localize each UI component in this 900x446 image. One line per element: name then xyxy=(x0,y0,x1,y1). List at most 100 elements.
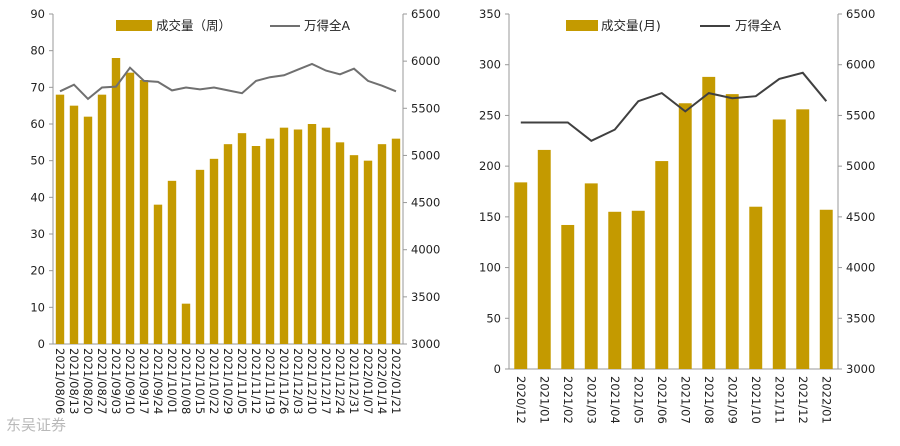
volume-bar xyxy=(584,183,598,369)
x-axis-tick-label: 2021/09/17 xyxy=(137,348,151,414)
right-axis-tick-label: 5500 xyxy=(411,101,440,115)
volume-bar xyxy=(377,144,387,344)
x-axis-tick-label: 2021/12/17 xyxy=(319,348,333,414)
right-axis-tick-label: 5000 xyxy=(846,159,875,173)
volume-bar xyxy=(237,133,247,344)
volume-bar xyxy=(69,105,79,345)
x-axis-tick-label: 2021/10/01 xyxy=(165,348,179,414)
left-axis-tick-label: 100 xyxy=(479,261,501,275)
right-axis-tick-label: 4000 xyxy=(846,261,875,275)
x-axis-tick-label: 2022/01/14 xyxy=(375,348,389,414)
left-axis-tick-label: 250 xyxy=(479,108,501,122)
left-axis-tick-label: 10 xyxy=(30,300,45,314)
x-axis-tick-label: 2021/08/20 xyxy=(81,348,95,414)
x-axis-tick-label: 2021/08/13 xyxy=(67,348,81,414)
volume-bar xyxy=(391,138,401,344)
x-axis-tick-label: 2021/11/05 xyxy=(235,348,249,414)
volume-bar xyxy=(321,127,331,345)
x-axis-tick-label: 2021/08/06 xyxy=(53,348,67,414)
x-axis-tick-label: 2021/08/27 xyxy=(95,348,109,414)
volume-bar xyxy=(139,80,149,344)
volume-bar xyxy=(209,158,219,344)
x-axis-tick-label: 2021/09/03 xyxy=(109,348,123,414)
volume-bar xyxy=(561,224,575,369)
volume-bar xyxy=(293,129,303,344)
volume-bar xyxy=(195,169,205,344)
legend-bar-label: 成交量（周） xyxy=(156,18,231,33)
volume-bar xyxy=(307,124,317,344)
x-axis-tick-label: 2022/01/07 xyxy=(361,348,375,414)
watermark: 东吴证券 xyxy=(6,416,67,434)
x-axis-tick-label: 2022/01/21 xyxy=(389,348,403,414)
x-axis-tick-label: 2021/01 xyxy=(537,376,551,424)
volume-bar xyxy=(631,210,645,369)
left-axis-tick-label: 80 xyxy=(30,44,45,58)
left-axis-tick-label: 300 xyxy=(479,58,501,72)
left-axis-tick-label: 0 xyxy=(38,337,45,351)
volume-bar xyxy=(97,94,107,345)
volume-bar xyxy=(655,161,669,369)
x-axis-tick-label: 2021/11/19 xyxy=(263,348,277,414)
right-axis-tick-label: 4500 xyxy=(846,210,875,224)
left-axis-tick-label: 90 xyxy=(30,7,45,21)
right-axis-tick-label: 6500 xyxy=(846,7,875,21)
volume-bar xyxy=(111,58,121,344)
x-axis-tick-label: 2021/10/22 xyxy=(207,348,221,414)
x-axis-tick-label: 2021/09/10 xyxy=(123,348,137,414)
volume-bar xyxy=(819,209,833,369)
volume-bar xyxy=(167,180,177,344)
x-axis-tick-label: 2020/12 xyxy=(514,376,528,424)
volume-bar xyxy=(772,119,786,369)
volume-bar xyxy=(83,116,93,345)
volume-bar xyxy=(251,146,261,344)
volume-bar xyxy=(363,160,373,344)
x-axis-tick-label: 2021/12/10 xyxy=(305,348,319,414)
volume-bar xyxy=(223,144,233,344)
right-axis-tick-label: 3000 xyxy=(846,362,875,376)
right-axis-tick-label: 3500 xyxy=(846,311,875,325)
weekly-volume-chart: 0 10 20 30 40 50 60 70 80 90 3000 3500 4000 4500 5000 5… xyxy=(30,7,440,414)
left-axis-tick-label: 50 xyxy=(30,154,45,168)
left-axis-tick-label: 60 xyxy=(30,117,45,131)
x-axis-tick-label: 2021/11 xyxy=(772,376,786,424)
volume-bar xyxy=(749,206,763,369)
left-axis-tick-label: 150 xyxy=(479,210,501,224)
volume-bar xyxy=(349,155,359,344)
x-axis-tick-label: 2021/09/24 xyxy=(151,348,165,414)
monthly-volume-chart: 0 50 100 150 200 250 300 350 3000 3500 4000 4500 500… xyxy=(479,7,875,424)
legend-bar-swatch xyxy=(116,20,152,31)
right-axis-tick-label: 4500 xyxy=(411,196,440,210)
left-axis-tick-label: 200 xyxy=(479,159,501,173)
x-axis-tick-label: 2021/02 xyxy=(561,376,575,424)
x-axis-tick-label: 2021/06 xyxy=(655,376,669,424)
volume-bar xyxy=(265,138,275,344)
volume-bar xyxy=(514,182,528,369)
x-axis-tick-label: 2021/12/03 xyxy=(291,348,305,414)
volume-bar xyxy=(608,211,622,369)
x-axis-tick-label: 2021/10/15 xyxy=(193,348,207,414)
volume-bar xyxy=(279,127,289,345)
left-axis-tick-label: 20 xyxy=(30,264,45,278)
x-axis-tick-label: 2022/01 xyxy=(819,376,833,424)
volume-bar xyxy=(55,94,65,345)
x-axis-tick-label: 2021/04 xyxy=(608,376,622,424)
x-axis-tick-label: 2021/12/24 xyxy=(333,348,347,414)
right-axis-tick-label: 4000 xyxy=(411,243,440,257)
volume-bar xyxy=(796,109,810,369)
right-axis-tick-label: 6500 xyxy=(411,7,440,21)
right-axis-tick-label: 6000 xyxy=(846,58,875,72)
left-axis-tick-label: 350 xyxy=(479,7,501,21)
left-axis-tick-label: 30 xyxy=(30,227,45,241)
x-axis-tick-label: 2021/12/31 xyxy=(347,348,361,414)
x-axis-tick-label: 2021/11/26 xyxy=(277,348,291,414)
right-axis-tick-label: 6000 xyxy=(411,54,440,68)
legend-line-label: 万得全A xyxy=(735,18,782,33)
legend-line-label: 万得全A xyxy=(304,18,351,33)
x-axis-tick-label: 2021/10/29 xyxy=(221,348,235,414)
x-axis-tick-label: 2021/05 xyxy=(631,376,645,424)
right-axis-tick-label: 5000 xyxy=(411,148,440,162)
volume-bar xyxy=(181,303,191,344)
x-axis-tick-label: 2021/10/08 xyxy=(179,348,193,414)
left-axis-tick-label: 0 xyxy=(494,362,501,376)
